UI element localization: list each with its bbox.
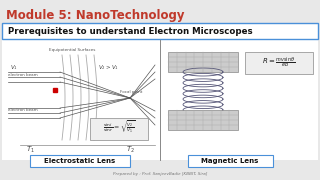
Bar [2,40,318,160]
Text: $\frac{\sin i}{\sin r} = \sqrt{\frac{V_2}{V_1}}$: $\frac{\sin i}{\sin r} = \sqrt{\frac{V_2… [103,119,135,135]
Text: $T_1$: $T_1$ [26,145,35,155]
Text: $R = \frac{mv\sin\theta}{eB}$: $R = \frac{mv\sin\theta}{eB}$ [262,56,296,70]
Bar [30,155,130,167]
Text: Equipotential Surfaces: Equipotential Surfaces [49,48,95,52]
Bar [90,118,148,140]
Bar [0,0,320,22]
Text: Module 5: NanoTechnology: Module 5: NanoTechnology [6,8,185,21]
Text: $T_2$: $T_2$ [125,145,134,155]
Text: electron beam: electron beam [8,73,38,77]
Bar [2,23,318,39]
Text: Electrostatic Lens: Electrostatic Lens [44,158,116,164]
Text: Focal point: Focal point [120,90,142,94]
Text: Magnetic Lens: Magnetic Lens [201,158,259,164]
Text: $V_2 > V_1$: $V_2 > V_1$ [98,63,119,72]
Text: Prepared by : Prof. SanjeevBadie [KBBIT, Sira]: Prepared by : Prof. SanjeevBadie [KBBIT,… [113,172,207,176]
Text: electron beam: electron beam [8,108,38,112]
Bar [168,110,238,130]
Bar [245,52,313,74]
Bar [188,155,273,167]
Text: Prerequisites to understand Electron Microscopes: Prerequisites to understand Electron Mic… [8,28,252,37]
Text: $V_1$: $V_1$ [10,63,18,72]
Bar [168,52,238,72]
